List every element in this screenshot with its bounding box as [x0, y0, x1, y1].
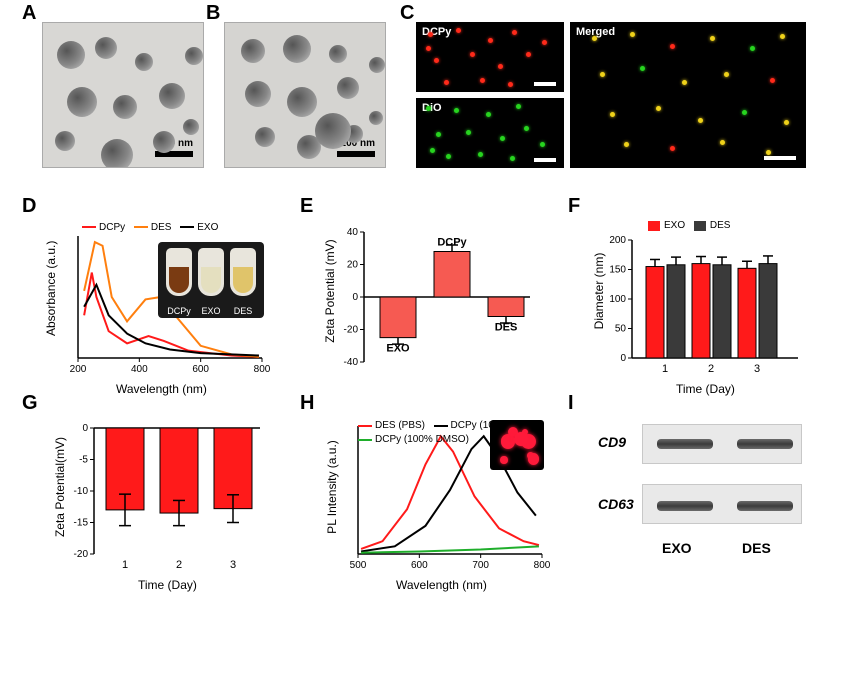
svg-text:0: 0 [352, 292, 358, 303]
svg-text:-5: -5 [79, 455, 88, 466]
svg-text:20: 20 [347, 260, 359, 271]
svg-text:2: 2 [176, 559, 182, 571]
svg-text:800: 800 [534, 560, 550, 571]
svg-text:0: 0 [82, 423, 88, 434]
chart-D: Absorbance (a.u.) Wavelength (nm) 200400… [50, 218, 270, 378]
svg-text:1: 1 [122, 559, 128, 571]
label-F: F [568, 195, 580, 218]
fluor-dio: DiO [416, 98, 564, 168]
legend-F: EXO DES [648, 220, 736, 234]
svg-text:200: 200 [609, 235, 626, 246]
svg-text:600: 600 [411, 560, 428, 571]
chart-G: Zeta Potential(mV) Time (Day) -20-15-10-… [60, 414, 270, 574]
inset-tubes: DCPy EXO DES [158, 242, 264, 318]
tem-micrograph-B: 200 nm [224, 22, 386, 168]
svg-text:100: 100 [609, 294, 626, 305]
fluor-dcpy: DCPy [416, 22, 564, 92]
label-D: D [22, 195, 36, 218]
label-E: E [300, 195, 313, 218]
svg-text:200: 200 [70, 364, 87, 375]
tem-micrograph-A: 200 nm [42, 22, 204, 168]
label-I: I [568, 392, 574, 415]
svg-text:-15: -15 [74, 518, 89, 529]
chart-F: Diameter (nm) Time (Day) 050100150200123… [598, 218, 808, 378]
fluor-label-dcpy: DCPy [422, 26, 451, 38]
svg-text:3: 3 [754, 363, 760, 375]
col-exo: EXO [662, 540, 692, 556]
row-CD63: CD63 [598, 496, 634, 512]
row-CD9: CD9 [598, 434, 626, 450]
svg-text:40: 40 [347, 227, 359, 238]
svg-text:500: 500 [350, 560, 367, 571]
label-B: B [206, 2, 220, 25]
svg-text:400: 400 [131, 364, 148, 375]
col-des: DES [742, 540, 771, 556]
svg-text:-10: -10 [74, 486, 89, 497]
svg-text:700: 700 [472, 560, 489, 571]
legend-D: DCPy DES EXO [82, 220, 224, 233]
svg-text:-40: -40 [344, 357, 359, 368]
fluor-label-dio: DiO [422, 102, 442, 114]
svg-text:1: 1 [662, 363, 668, 375]
chart-H: PL Intensity (a.u.) Wavelength (nm) 5006… [330, 414, 550, 574]
label-G: G [22, 392, 38, 415]
svg-text:-20: -20 [344, 325, 359, 336]
svg-text:3: 3 [230, 559, 236, 571]
label-H: H [300, 392, 314, 415]
svg-text:150: 150 [609, 265, 626, 276]
fluor-merged: Merged [570, 22, 806, 168]
svg-text:800: 800 [254, 364, 270, 375]
label-C: C [400, 2, 414, 25]
xlabel-F: Time (Day) [676, 382, 735, 396]
svg-text:0: 0 [620, 353, 626, 364]
xlabel-H: Wavelength (nm) [396, 578, 487, 592]
xlabel-G: Time (Day) [138, 578, 197, 592]
inset-clsm-H [490, 420, 544, 470]
svg-text:-20: -20 [74, 549, 89, 560]
chart-E: Zeta Potential (mV) -40-2002040EXODCPyDE… [330, 218, 540, 378]
svg-text:50: 50 [615, 324, 627, 335]
western-blot-I: CD9 CD63 EXO DES [598, 420, 808, 570]
xlabel-D: Wavelength (nm) [116, 382, 207, 396]
label-A: A [22, 2, 36, 25]
svg-text:2: 2 [708, 363, 714, 375]
svg-text:600: 600 [192, 364, 209, 375]
